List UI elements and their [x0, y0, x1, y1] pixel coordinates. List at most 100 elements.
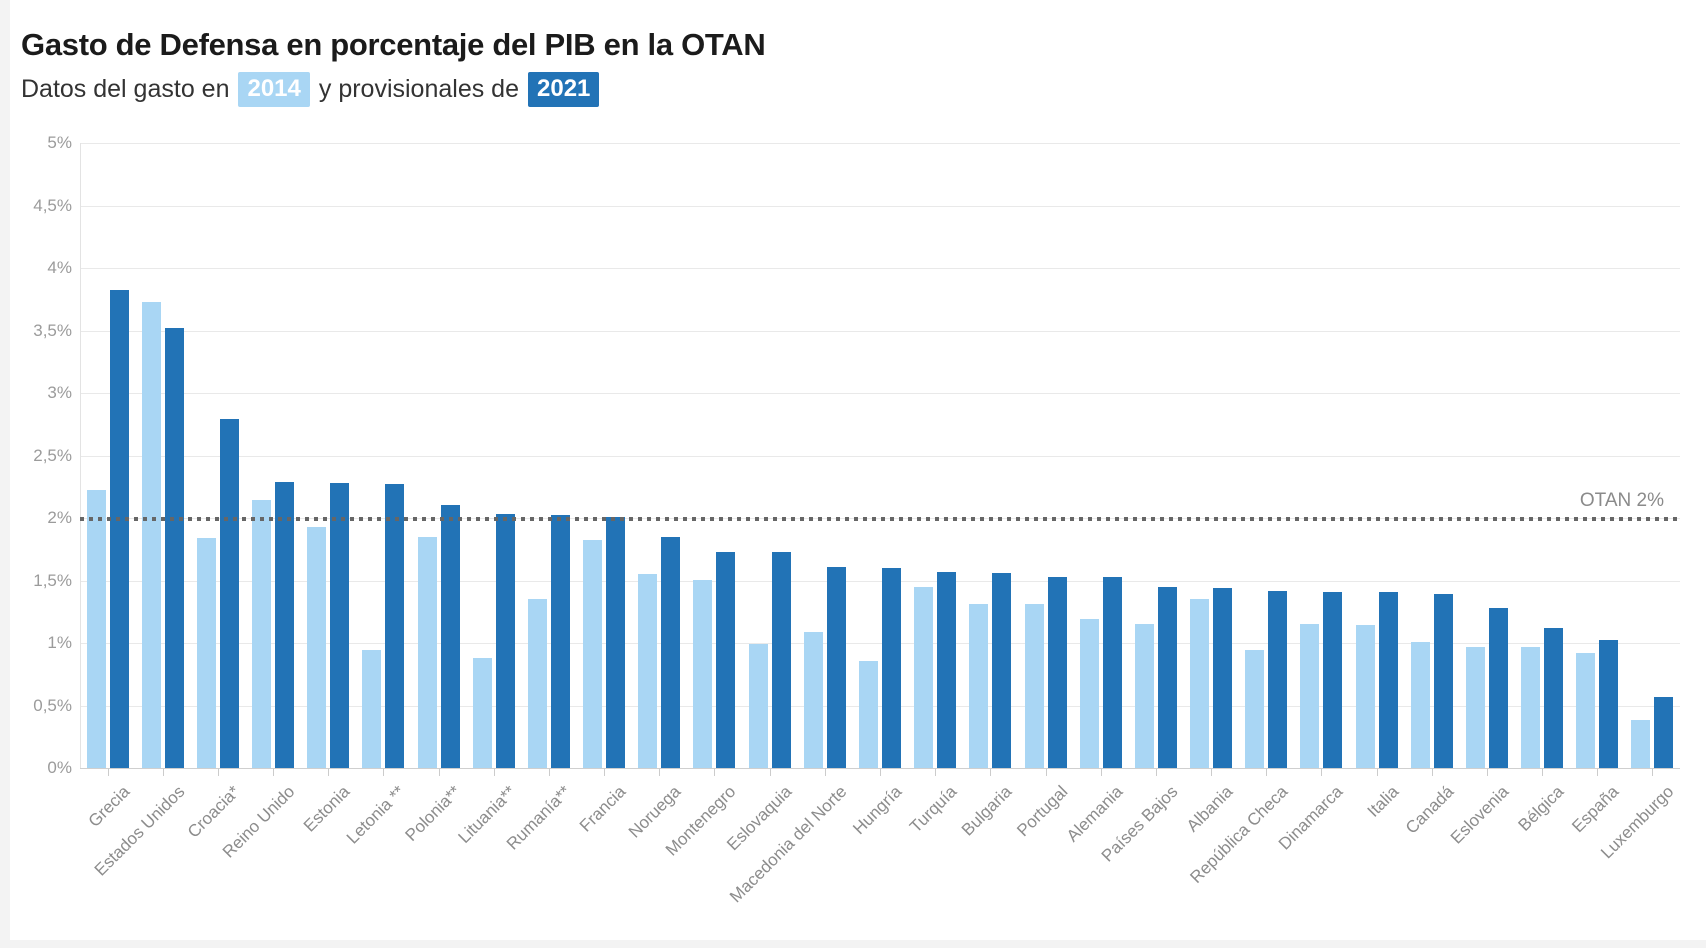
x-axis-tick	[218, 768, 219, 776]
y-axis-label: 5%	[47, 133, 72, 152]
x-axis-tick	[1542, 768, 1543, 776]
x-axis-label-Bélgica: Bélgica	[1514, 782, 1568, 835]
bar-2014-Estonia	[307, 527, 326, 768]
x-axis-tick	[1266, 768, 1267, 776]
bar-2014-Eslovaquia	[749, 644, 768, 768]
bar-2014-Hungría	[859, 661, 878, 768]
bar-2014-Croacia*	[197, 538, 216, 768]
x-axis-tick	[1652, 768, 1653, 776]
gridline-3%	[80, 393, 1680, 394]
x-axis-tick	[494, 768, 495, 776]
x-axis-label-Hungría: Hungría	[849, 782, 906, 839]
x-axis-label-Bulgaria: Bulgaria	[957, 782, 1016, 840]
bar-2021-Eslovenia	[1489, 608, 1508, 768]
bar-2014-Francia	[583, 540, 602, 768]
bar-2014-Letonia **	[362, 650, 381, 768]
legend-2021-chip: 2021	[528, 72, 600, 107]
bar-2014-Polonia**	[418, 537, 437, 768]
x-axis-tick	[1377, 768, 1378, 776]
bar-2021-Reino Unido	[275, 482, 294, 768]
bar-2014-Lituania**	[473, 658, 492, 768]
bar-2021-Luxemburgo	[1654, 697, 1673, 768]
x-axis-label-República Checa: República Checa	[1186, 782, 1292, 887]
bar-2021-Grecia	[110, 290, 129, 768]
x-axis-tick	[163, 768, 164, 776]
bar-2014-Estados Unidos	[142, 302, 161, 768]
threshold-line	[80, 517, 1680, 521]
y-axis-label: 2%	[47, 508, 72, 527]
x-axis-tick	[1432, 768, 1433, 776]
bar-2021-Bélgica	[1544, 628, 1563, 768]
bar-2021-Croacia*	[220, 419, 239, 768]
bar-2021-Portugal	[1048, 577, 1067, 768]
x-axis-tick	[714, 768, 715, 776]
bar-2021-Estonia	[330, 483, 349, 768]
x-axis-tick	[549, 768, 550, 776]
bar-2021-Albania	[1213, 588, 1232, 768]
bar-2014-Albania	[1190, 599, 1209, 768]
gridline-3,5%	[80, 331, 1680, 332]
gridline-0,5%	[80, 706, 1680, 707]
bar-2014-España	[1576, 653, 1595, 768]
bar-2021-Alemania	[1103, 577, 1122, 768]
y-axis-label: 1,5%	[33, 571, 72, 590]
y-axis-label: 3%	[47, 383, 72, 402]
x-axis-tick	[880, 768, 881, 776]
x-axis-label-Grecia: Grecia	[84, 782, 134, 831]
y-axis-label: 4,5%	[33, 196, 72, 215]
gridline-4,5%	[80, 206, 1680, 207]
y-axis-label: 0%	[47, 758, 72, 777]
bar-2021-Rumanía**	[551, 515, 570, 768]
x-axis-tick	[770, 768, 771, 776]
bar-2014-Bulgaria	[969, 604, 988, 768]
x-axis-tick	[383, 768, 384, 776]
bar-2021-Bulgaria	[992, 573, 1011, 768]
x-axis-tick	[328, 768, 329, 776]
y-axis-label: 1%	[47, 633, 72, 652]
bar-2021-Polonia**	[441, 505, 460, 768]
bar-2021-Noruega	[661, 537, 680, 768]
bar-2021-Eslovaquia	[772, 552, 791, 768]
bar-2021-Italia	[1379, 592, 1398, 768]
x-axis-label-Polonia**: Polonia**	[401, 782, 465, 845]
bar-2021-Turquía	[937, 572, 956, 768]
x-axis-label-Turquía: Turquía	[906, 782, 961, 837]
left-edge-strip	[0, 0, 10, 948]
bar-2021-Estados Unidos	[165, 328, 184, 768]
bottom-edge-strip	[0, 940, 1706, 948]
legend-2014-chip: 2014	[238, 72, 310, 107]
gridline-5%	[80, 143, 1680, 144]
chart-subtitle: Datos del gasto en 2014 y provisionales …	[21, 72, 608, 107]
gridline-1,5%	[80, 581, 1680, 582]
x-axis-tick	[1046, 768, 1047, 776]
gridline-2,5%	[80, 456, 1680, 457]
x-axis-tick	[990, 768, 991, 776]
x-axis-tick	[604, 768, 605, 776]
x-axis-label-Eslovenia: Eslovenia	[1446, 782, 1513, 848]
bar-2014-Macedonia del Norte	[804, 632, 823, 768]
bar-2014-República Checa	[1245, 650, 1264, 768]
bar-2014-Reino Unido	[252, 500, 271, 768]
bar-2014-Portugal	[1025, 604, 1044, 768]
bar-2021-Montenegro	[716, 552, 735, 768]
y-axis-label: 4%	[47, 258, 72, 277]
x-axis-tick	[659, 768, 660, 776]
gridline-1%	[80, 643, 1680, 644]
bar-2014-Montenegro	[693, 580, 712, 768]
bar-2021-Lituania**	[496, 514, 515, 768]
bar-2014-Países Bajos	[1135, 624, 1154, 768]
bar-2014-Canadá	[1411, 642, 1430, 768]
x-axis-tick	[825, 768, 826, 776]
bar-2021-Países Bajos	[1158, 587, 1177, 768]
threshold-label: OTAN 2%	[1579, 490, 1664, 511]
y-axis-label: 0,5%	[33, 696, 72, 715]
x-axis-tick	[273, 768, 274, 776]
x-axis-label-Estonia: Estonia	[299, 782, 354, 836]
bar-2021-Canadá	[1434, 594, 1453, 768]
x-axis-label-Italia: Italia	[1363, 782, 1403, 821]
subtitle-prefix: Datos del gasto en	[21, 75, 230, 103]
x-axis-tick	[439, 768, 440, 776]
bar-2014-Noruega	[638, 574, 657, 768]
x-axis-label-Francia: Francia	[575, 782, 630, 836]
